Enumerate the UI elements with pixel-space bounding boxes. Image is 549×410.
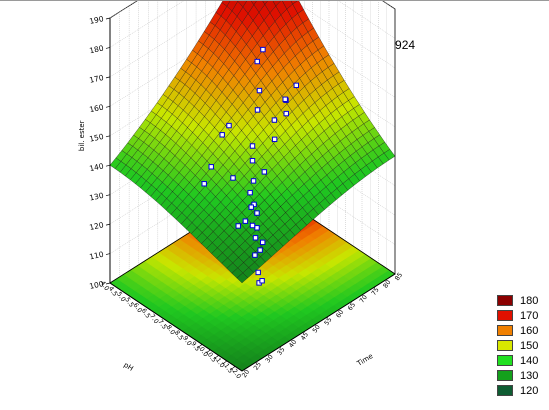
legend-label: 150 [520,340,538,352]
observed-point [256,270,260,274]
legend-item: 150 [497,338,538,353]
z-tick-label: 140 [89,161,105,173]
observed-point [253,253,257,257]
z-tick-label: 110 [89,250,105,262]
z-tick [106,136,110,137]
z-tick-label: 170 [89,73,105,85]
y-axis-label: Time [355,352,375,368]
legend-swatch [497,385,513,396]
y-tick-label: 85 [394,272,404,283]
observed-point [202,182,206,186]
legend-item: 140 [497,353,538,368]
observed-point [255,108,259,112]
observed-point [258,248,262,252]
legend-label: 130 [520,370,538,382]
legend-item: 160 [497,323,538,338]
z-tick [106,18,110,19]
legend-item: 120 [497,383,538,398]
legend-label: 120 [520,385,538,397]
z-tick [106,224,110,225]
observed-point [261,240,265,244]
legend-label: 160 [520,325,538,337]
observed-point [209,165,213,169]
observed-point [236,224,240,228]
observed-point [272,118,276,122]
observed-point [220,133,224,137]
z-tick-label: 180 [89,44,105,56]
legend-label: 140 [520,355,538,367]
legend-swatch [497,340,513,351]
observed-point [262,170,266,174]
z-tick-label: 150 [89,132,105,144]
z-tick [106,77,110,78]
observed-point [283,97,287,101]
legend-item: 170 [497,308,538,323]
legend-label: 180 [520,295,538,307]
observed-point [248,190,252,194]
legend-swatch [497,355,513,366]
observed-point [257,88,261,92]
z-tick-label: 120 [89,220,105,232]
observed-point [250,223,254,227]
z-tick-label: 160 [89,102,105,114]
z-tick-label: 190 [89,14,105,26]
observed-point [251,179,255,183]
z-tick [106,254,110,255]
z-tick [106,165,110,166]
observed-point [284,111,288,115]
legend-label: 170 [520,310,538,322]
observed-point [249,205,253,209]
observed-point [255,211,259,215]
observed-point [250,159,254,163]
observed-point [253,236,257,240]
z-tick [106,47,110,48]
observed-point [250,144,254,148]
observed-point [255,59,259,63]
observed-point [260,279,264,283]
legend-swatch [497,310,513,321]
x-axis-label: pH [122,361,134,373]
observed-point [261,47,265,51]
legend-item: 130 [497,368,538,383]
color-legend: 180 170 160 150 140 130 120 [497,293,538,398]
z-tick-label: 130 [89,191,105,203]
legend-item: 180 [497,293,538,308]
observed-point [227,123,231,127]
legend-swatch [497,295,513,306]
observed-point [243,219,247,223]
legend-swatch [497,370,513,381]
observed-point [294,83,298,87]
z-tick [106,106,110,107]
observed-point [255,226,259,230]
legend-swatch [497,325,513,336]
observed-point [231,176,235,180]
z-axis-label: bil. ester [78,120,86,151]
z-tick [106,195,110,196]
observed-point [272,137,276,141]
